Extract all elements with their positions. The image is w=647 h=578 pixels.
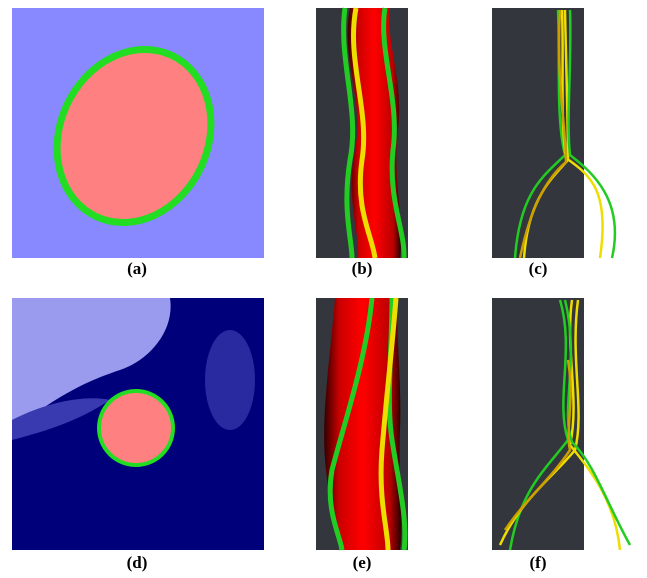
caption: (b): [352, 259, 373, 278]
panel-a: [12, 8, 264, 258]
caption: (a): [127, 259, 147, 278]
figure: (a) (b) (c) (d) (e) (f): [0, 0, 647, 578]
panel-b: [316, 8, 408, 258]
caption: (c): [529, 259, 548, 278]
panel-c: [492, 8, 615, 258]
caption: (d): [127, 553, 148, 572]
panel-d: [12, 298, 264, 550]
caption: (f): [530, 553, 547, 572]
panel-e: [316, 298, 408, 550]
caption: (e): [353, 553, 372, 572]
panel-f: [492, 298, 630, 550]
